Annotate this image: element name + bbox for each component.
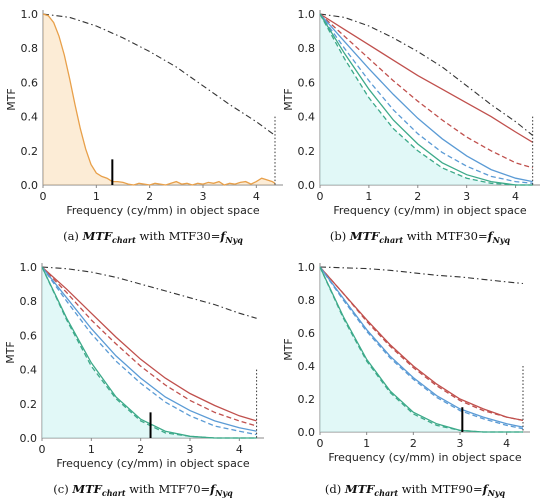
series-line-red-solid — [319, 13, 534, 143]
series-line-chart-mtf — [42, 13, 276, 186]
y-tick-label: 1.0 — [298, 8, 316, 21]
y-tick-label: 0.4 — [298, 111, 316, 124]
y-tick-label: 0.0 — [298, 179, 316, 192]
x-tick-label: 3 — [187, 443, 194, 456]
y-tick-label: 0.2 — [298, 145, 316, 158]
shaded-area — [320, 14, 533, 185]
y-tick-label: 0.2 — [21, 145, 39, 158]
y-axis-label: MTF — [282, 338, 295, 361]
y-tick-label: 0.2 — [298, 393, 316, 406]
shaded-area — [42, 267, 257, 438]
y-tick-label: 0.2 — [20, 398, 38, 411]
x-tick-label: 0 — [317, 437, 324, 450]
y-tick-label: 0.4 — [298, 360, 316, 373]
y-tick-label: 0.6 — [298, 76, 316, 89]
x-tick-label: 0 — [317, 190, 324, 203]
x-tick-label: 2 — [410, 437, 417, 450]
shaded-area — [320, 267, 523, 432]
x-tick-label: 1 — [363, 437, 370, 450]
y-tick-label: 0.8 — [21, 42, 39, 55]
panel-caption: (d) MTFchart with MTF90=fNyq — [325, 482, 506, 498]
x-tick-label: 2 — [146, 190, 153, 203]
series-line-diffraction — [42, 13, 276, 136]
series-line-blue-dashed — [319, 13, 533, 184]
panel-caption: (a) MTFchart with MTF30=fNyq — [63, 229, 243, 245]
y-tick-label: 0.6 — [21, 76, 39, 89]
y-tick-label: 1.0 — [20, 261, 38, 274]
series-fill-chart-mtf — [43, 14, 275, 185]
x-tick-label: 1 — [365, 190, 372, 203]
x-tick-label: 1 — [93, 190, 100, 203]
x-axis-label: Frequency (cy/mm) in object space — [333, 204, 527, 217]
y-tick-label: 0.0 — [21, 179, 39, 192]
x-axis-label: Frequency (cy/mm) in object space — [328, 451, 522, 464]
x-axis-label: Frequency (cy/mm) in object space — [56, 457, 250, 470]
y-tick-label: 0.8 — [298, 294, 316, 307]
series-line-blue-solid — [319, 13, 533, 183]
series-line-blue-solid — [41, 266, 257, 432]
series-line-red-dashed — [319, 13, 533, 169]
x-tick-label: 3 — [200, 190, 207, 203]
y-tick-label: 0.0 — [20, 432, 38, 445]
y-tick-label: 1.0 — [298, 261, 316, 274]
x-tick-label: 2 — [137, 443, 144, 456]
series-line-red-dashed — [41, 266, 257, 427]
y-tick-label: 0.0 — [298, 426, 316, 439]
y-axis-label: MTF — [4, 341, 17, 364]
x-tick-label: 0 — [39, 443, 46, 456]
y-tick-label: 0.4 — [20, 364, 38, 377]
series-line-red-solid — [41, 266, 257, 422]
x-tick-label: 4 — [236, 443, 243, 456]
y-axis-label: MTF — [5, 88, 18, 111]
x-tick-label: 2 — [414, 190, 421, 203]
series-line-blue-dashed — [319, 266, 524, 430]
x-tick-label: 0 — [40, 190, 47, 203]
y-tick-label: 0.8 — [20, 295, 38, 308]
x-tick-label: 4 — [512, 190, 519, 203]
y-tick-label: 1.0 — [21, 8, 39, 21]
series-line-diffraction — [41, 266, 257, 319]
x-tick-label: 4 — [503, 437, 510, 450]
y-tick-label: 0.4 — [21, 111, 39, 124]
series-line-green-dashed — [41, 266, 257, 439]
series-line-blue-solid — [319, 266, 524, 428]
x-tick-label: 4 — [253, 190, 260, 203]
series-line-green-solid — [319, 13, 533, 186]
x-tick-label: 3 — [463, 190, 470, 203]
panel-caption: (c) MTFchart with MTF70=fNyq — [53, 482, 233, 498]
panel-caption: (b) MTFchart with MTF30=fNyq — [330, 229, 511, 245]
series-line-blue-dashed — [41, 266, 257, 436]
series-line-diffraction — [319, 266, 524, 285]
series-line-green-dashed — [319, 13, 533, 186]
x-axis-label: Frequency (cy/mm) in object space — [66, 204, 260, 217]
y-axis-label: MTF — [282, 88, 295, 111]
y-tick-label: 0.8 — [298, 42, 316, 55]
series-line-red-dashed — [319, 266, 524, 422]
series-line-green-dashed — [319, 266, 523, 433]
y-tick-label: 0.6 — [298, 327, 316, 340]
x-tick-label: 3 — [457, 437, 464, 450]
y-tick-label: 0.6 — [20, 329, 38, 342]
x-tick-label: 1 — [88, 443, 95, 456]
